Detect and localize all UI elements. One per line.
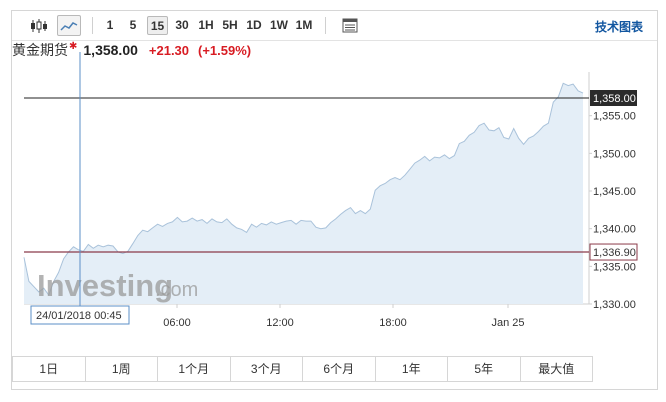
timeframe-1w[interactable]: 1W (270, 18, 288, 32)
range-3m-button[interactable]: 3个月 (231, 357, 303, 381)
x-tick-label: 06:00 (163, 317, 191, 329)
price-area (24, 83, 583, 304)
area-chart-icon[interactable] (57, 15, 81, 36)
price-change-percent: (+1.59%) (198, 43, 252, 58)
timeframe-1h[interactable]: 1H (198, 18, 214, 32)
toolbar-divider (325, 17, 326, 34)
toolbar-divider (92, 17, 93, 34)
range-1d-button[interactable]: 1日 (13, 357, 86, 381)
quote-header: 黄金期货 ✱ 1,358.00 +21.30 (+1.59%) (12, 40, 251, 62)
range-5y-button[interactable]: 5年 (448, 357, 521, 381)
y-tick-label: 1,340.00 (593, 224, 636, 236)
timeframe-5[interactable]: 5 (129, 18, 137, 32)
range-1y-button[interactable]: 1年 (376, 357, 448, 381)
reference-price-marker-label: 1,336.90 (593, 247, 636, 259)
table-icon[interactable] (340, 15, 360, 36)
timeframe-15[interactable]: 15 (147, 16, 168, 35)
range-1w-button[interactable]: 1周 (86, 357, 158, 381)
timeframe-1m[interactable]: 1M (295, 18, 313, 32)
range-6m-button[interactable]: 6个月 (303, 357, 376, 381)
crosshair-time-label: 24/01/2018 00:45 (36, 310, 122, 322)
y-tick-label: 1,355.00 (593, 111, 636, 123)
y-tick-label: 1,350.00 (593, 148, 636, 160)
range-1m-button[interactable]: 1个月 (158, 357, 231, 381)
x-tick-label: 18:00 (379, 317, 407, 329)
range-selector: 1日 1周 1个月 3个月 6个月 1年 5年 最大值 (12, 356, 593, 382)
y-tick-label: 1,345.00 (593, 186, 636, 198)
x-tick-label: Jan 25 (491, 317, 524, 329)
timeframe-30[interactable]: 30 (175, 18, 189, 32)
price-line (23, 82, 584, 297)
timeframe-5h[interactable]: 5H (222, 18, 238, 32)
timeframe-1[interactable]: 1 (106, 18, 114, 32)
investing-watermark: Investing (37, 268, 173, 303)
crosshair-time-box (30, 305, 130, 325)
last-price-marker-label: 1,358.00 (593, 93, 636, 105)
price-change: +21.30 (148, 43, 190, 58)
x-tick-label: 12:00 (266, 317, 294, 329)
candlestick-icon[interactable] (29, 15, 49, 36)
y-tick-label: 1,335.00 (593, 261, 636, 273)
last-price-marker (590, 90, 637, 106)
instrument-name: 黄金期货 (12, 42, 68, 58)
technical-chart-link[interactable]: 技术图表 (594, 20, 643, 34)
live-indicator-icon: ✱ (69, 41, 78, 52)
chart-toolbar: 1 5 15 30 1H 5H 1D 1W 1M 技术图表 (12, 11, 657, 41)
last-price: 1,358.00 (83, 42, 138, 58)
reference-price-marker (589, 243, 638, 261)
investing-watermark-suffix: .com (155, 279, 198, 301)
y-tick-label: 1,330.00 (593, 299, 636, 311)
timeframe-1d[interactable]: 1D (246, 18, 262, 32)
range-max-button[interactable]: 最大值 (538, 362, 575, 376)
